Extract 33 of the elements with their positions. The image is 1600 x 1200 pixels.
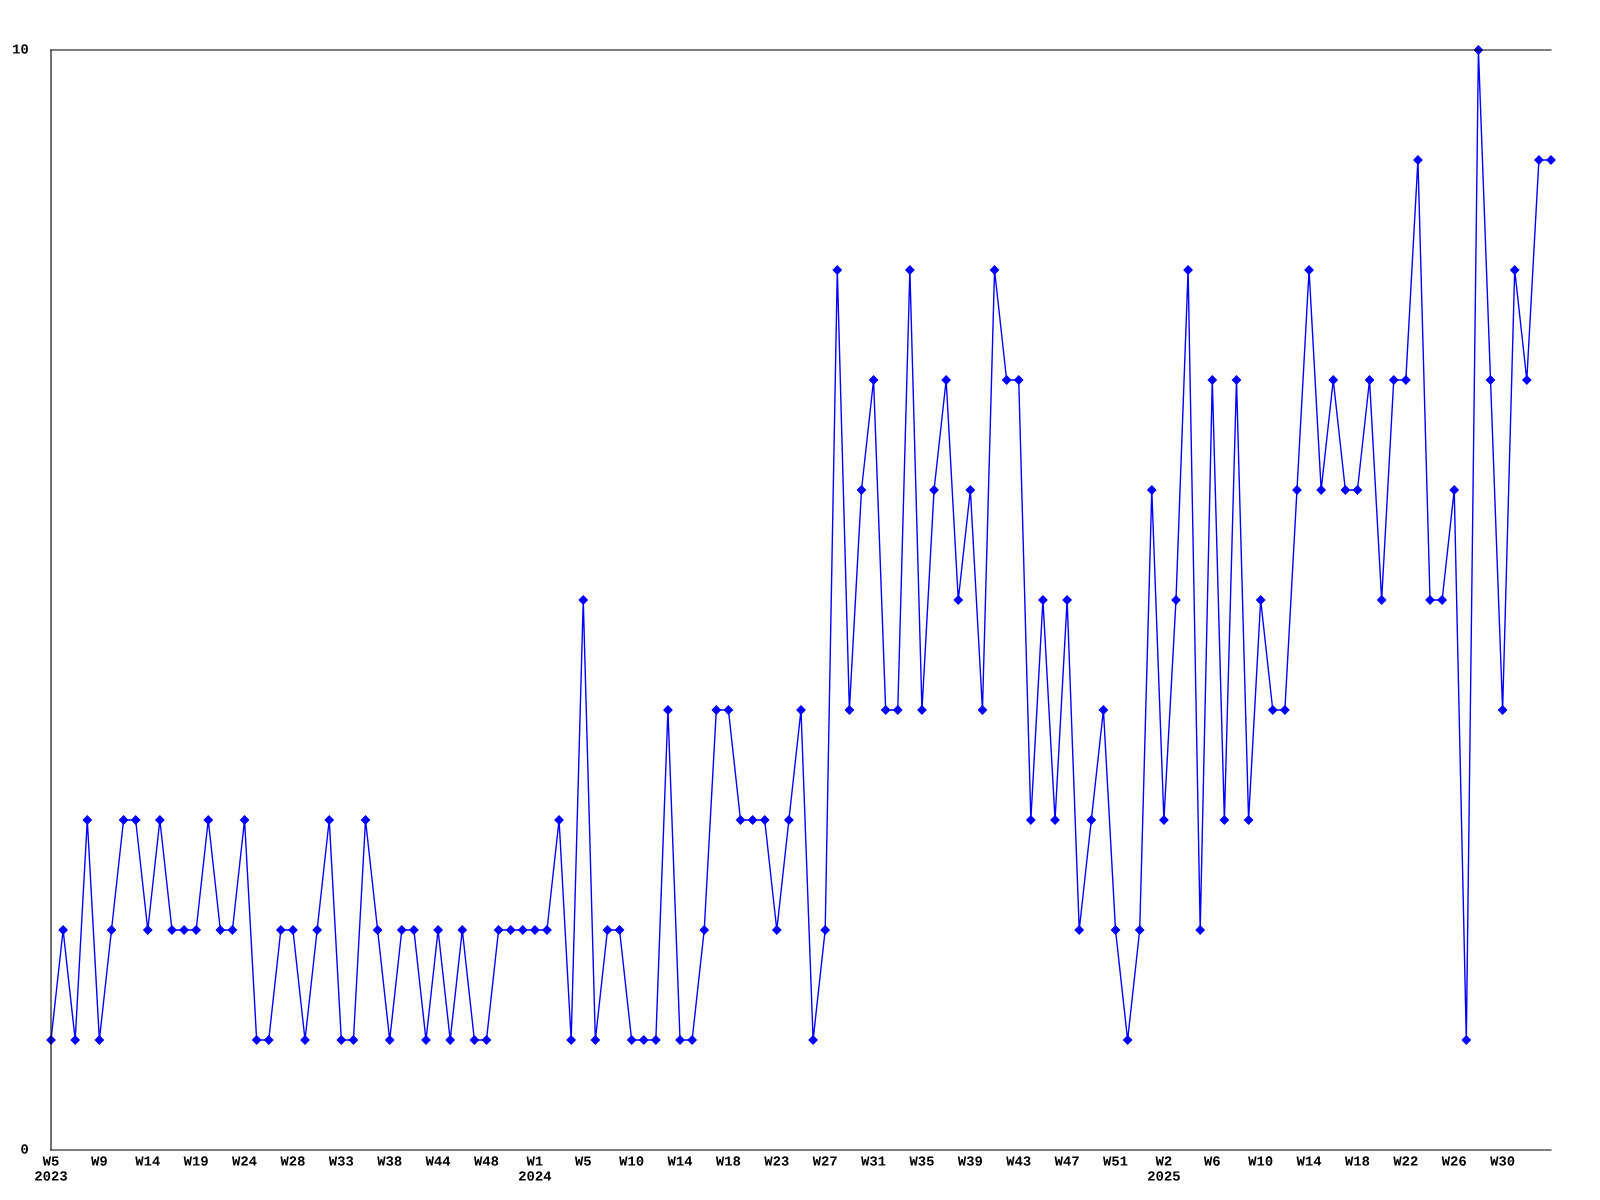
x-tick-label: W10 — [1248, 1156, 1273, 1166]
x-tick-label: W48 — [473, 1156, 499, 1166]
x-tick-label: W47 — [1054, 1156, 1079, 1166]
x-tick-label: W44 — [425, 1156, 451, 1166]
x-tick-label: W10 — [619, 1156, 644, 1166]
x-tick-label: W30 — [1490, 1156, 1515, 1166]
x-tick-label: W5 — [574, 1156, 591, 1166]
x-tick-label: W26 — [1441, 1156, 1466, 1166]
x-tick-label: W38 — [377, 1156, 402, 1166]
x-tick-label: W18 — [1344, 1156, 1370, 1166]
x-tick-label: W14 — [667, 1156, 693, 1166]
x-tick-label: W14 — [135, 1156, 160, 1166]
x-tick-label: W14 — [1296, 1156, 1322, 1166]
x-tick-label: W19 — [183, 1156, 208, 1166]
x-tick-label: W51 — [1103, 1156, 1128, 1166]
x-tick-label: W23 — [764, 1156, 789, 1166]
x-tick-label: W43 — [1006, 1156, 1031, 1166]
x-tick-label: W22 — [1393, 1156, 1418, 1166]
x-tick-label: W18 — [715, 1156, 741, 1166]
x-tick-label: W6 — [1203, 1156, 1220, 1166]
y-tick-label: 10 — [13, 44, 28, 54]
x-tick-label: W1 2024 — [519, 1156, 552, 1181]
x-tick-label: W24 — [232, 1156, 257, 1166]
x-tick-label: W27 — [812, 1156, 837, 1166]
x-tick-label: W39 — [957, 1156, 983, 1166]
y-tick-label: 0 — [21, 1144, 28, 1154]
x-tick-label: W5 2023 — [35, 1156, 67, 1181]
x-tick-label: W31 — [861, 1156, 886, 1166]
x-tick-label: W33 — [328, 1156, 354, 1166]
x-tick-label: W2 2025 — [1148, 1156, 1180, 1181]
x-tick-label: W28 — [280, 1156, 305, 1166]
x-tick-label: W9 — [91, 1156, 107, 1166]
x-tick-label: W35 — [909, 1156, 934, 1166]
